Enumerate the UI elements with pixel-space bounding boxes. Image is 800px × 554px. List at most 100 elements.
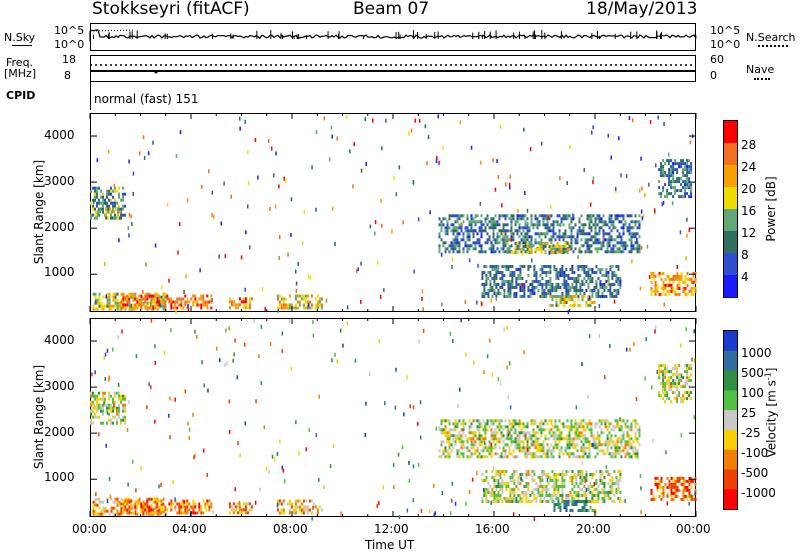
heatmap-cell — [515, 497, 518, 500]
heatmap-cell — [302, 508, 305, 512]
heatmap-cell — [104, 403, 106, 407]
heatmap-cell — [442, 223, 445, 227]
heatmap-cell — [553, 268, 556, 271]
heatmap-cell — [466, 235, 469, 239]
heatmap-cell — [100, 409, 102, 413]
heatmap-cell — [448, 440, 451, 444]
heatmap-cell — [535, 488, 538, 491]
heatmap-cell — [688, 364, 691, 368]
heatmap-cell — [512, 512, 515, 517]
heatmap-cell — [549, 494, 552, 497]
heatmap-cell — [628, 232, 631, 236]
heatmap-cell — [472, 446, 475, 450]
heatmap-cell — [140, 297, 143, 301]
heatmap-cell — [690, 476, 693, 480]
heatmap-cell — [671, 201, 674, 206]
heatmap-cell — [580, 425, 583, 429]
heatmap-cell — [232, 508, 235, 512]
heatmap-cell — [552, 220, 555, 224]
heatmap-cell — [534, 248, 537, 251]
heatmap-cell — [577, 491, 580, 494]
heatmap-cell — [535, 277, 538, 280]
heatmap-cell — [444, 425, 447, 429]
heatmap-cell — [110, 213, 112, 217]
heatmap-cell — [120, 213, 122, 217]
heatmap-cell — [636, 250, 639, 254]
nsearch-tick-top: 10^5 — [710, 24, 741, 37]
heatmap-cell — [487, 500, 490, 503]
heatmap-cell — [562, 452, 565, 456]
heatmap-cell — [570, 437, 573, 441]
heatmap-cell — [94, 394, 96, 398]
heatmap-cell — [130, 502, 133, 506]
heatmap-cell — [611, 500, 614, 503]
heatmap-cell — [565, 280, 568, 283]
heatmap-cell — [658, 485, 661, 489]
heatmap-cell — [549, 295, 552, 298]
heatmap-cell — [539, 280, 542, 283]
heatmap-cell — [521, 473, 524, 476]
heatmap-cell — [690, 292, 693, 296]
heatmap-cell — [488, 425, 491, 429]
heatmap-cell — [104, 213, 106, 217]
heatmap-cell — [478, 452, 481, 456]
heatmap-cell — [128, 505, 131, 509]
heatmap-cell — [310, 306, 313, 310]
heatmap-cell — [452, 428, 455, 432]
heatmap-cell — [160, 505, 163, 509]
heatmap-cell — [664, 388, 667, 392]
heatmap-cell — [328, 157, 331, 162]
heatmap-cell — [569, 298, 572, 301]
heatmap-cell — [571, 476, 574, 479]
heatmap-cell — [601, 500, 604, 503]
heatmap-cell — [684, 286, 687, 290]
heatmap-cell — [258, 354, 260, 359]
heatmap-cell — [446, 431, 449, 435]
heatmap-cell — [94, 412, 96, 416]
heatmap-cell — [598, 241, 601, 245]
heatmap-cell — [634, 425, 637, 429]
heatmap-cell — [593, 289, 596, 292]
heatmap-cell — [127, 482, 129, 487]
heatmap-cell — [522, 235, 525, 239]
heatmap-cell — [509, 488, 512, 491]
heatmap-cell — [674, 491, 677, 495]
heatmap-cell — [562, 217, 565, 221]
heatmap-cell — [580, 455, 583, 459]
heatmap-cell — [540, 419, 543, 423]
heatmap-cell — [156, 502, 159, 506]
heatmap-cell — [513, 488, 516, 491]
heatmap-cell — [316, 306, 319, 310]
heatmap-cell — [192, 502, 195, 506]
heatmap-cell — [300, 297, 303, 301]
heatmap-cell — [610, 217, 613, 221]
heatmap-cell — [472, 443, 475, 447]
heatmap-cell — [504, 419, 507, 423]
heatmap-cell — [462, 235, 465, 239]
heatmap-cell — [116, 409, 118, 413]
heatmap-cell — [294, 294, 297, 298]
heatmap-cell — [201, 360, 203, 365]
heatmap-cell — [426, 161, 428, 166]
heatmap-cell — [468, 229, 471, 233]
heatmap-cell — [450, 229, 453, 233]
heatmap-cell — [433, 512, 436, 517]
heatmap-cell — [493, 289, 496, 292]
heatmap-cell — [596, 422, 599, 426]
heatmap-cell — [522, 241, 525, 245]
heatmap-cell — [596, 247, 599, 251]
heatmap-cell — [551, 479, 554, 482]
heatmap-cell — [331, 134, 333, 139]
heatmap-cell — [609, 265, 612, 268]
heatmap-cell — [99, 210, 102, 214]
heatmap-cell — [534, 250, 537, 254]
heatmap-cell — [535, 500, 538, 503]
heatmap-cell — [549, 289, 552, 292]
heatmap-cell — [632, 440, 635, 444]
heatmap-cell — [567, 292, 570, 295]
heatmap-cell — [579, 473, 582, 476]
heatmap-cell — [559, 271, 562, 274]
heatmap-cell — [662, 165, 665, 169]
power-panel — [90, 113, 696, 312]
heatmap-cell — [617, 280, 620, 283]
